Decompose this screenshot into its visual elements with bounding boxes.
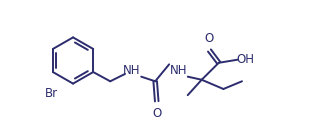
Text: OH: OH [237, 53, 255, 66]
Text: Br: Br [45, 88, 58, 100]
Text: O: O [152, 107, 161, 121]
Text: NH: NH [170, 64, 187, 77]
Text: NH: NH [123, 64, 141, 77]
Text: O: O [204, 32, 213, 45]
